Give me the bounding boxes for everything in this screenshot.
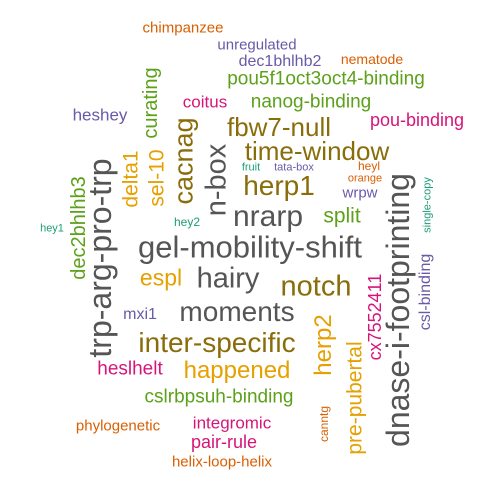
word-nematode: nematode [340, 51, 404, 67]
word-pou5f1oct3oct4-binding: pou5f1oct3oct4-binding [227, 68, 425, 90]
word-happened: happened [183, 357, 291, 384]
word-moments: moments [179, 296, 295, 327]
word-dec1bhlhb2: dec1bhlhb2 [238, 53, 322, 70]
word-hey1: hey1 [40, 222, 64, 235]
word-pou-binding: pou-binding [369, 110, 465, 130]
word-phylogenetic: phylogenetic [75, 417, 161, 435]
word-chimpanzee: chimpanzee [142, 19, 224, 37]
word-tata-box: tata-box [274, 161, 314, 174]
word-time-window: time-window [244, 136, 390, 166]
word-integromic: integromic [192, 413, 272, 433]
word-orange: orange [347, 172, 383, 185]
word-hey2: hey2 [173, 215, 201, 229]
word-fbw7-null: fbw7-null [226, 112, 332, 142]
word-split: split [323, 204, 361, 228]
word-heshey: heshey [72, 105, 128, 125]
word-coitus: coitus [182, 92, 228, 112]
word-inter-specific: inter-specific [138, 327, 296, 358]
word-helix-loop-helix: helix-loop-helix [171, 453, 273, 471]
word-cacnag: cacnag [168, 117, 199, 205]
word-single-copy: single-copy [421, 177, 434, 233]
word-curating: curating [140, 67, 162, 139]
word-trp-arg-pro-trp: trp-arg-pro-trp [82, 158, 118, 358]
word-herp2: herp2 [310, 314, 337, 376]
word-mxi1: mxi1 [123, 306, 157, 323]
word-espl: espl [139, 264, 183, 291]
word-n-box: n-box [200, 143, 233, 217]
word-sel-10: sel-10 [145, 149, 169, 207]
word-cslrbpsuh-binding: cslrbpsuh-binding [144, 386, 294, 408]
word-nanog-binding: nanog-binding [250, 91, 372, 113]
word-canntg: canntg [317, 405, 331, 443]
word-hairy: hairy [196, 262, 260, 295]
word-cx7552411: cx7552411 [365, 273, 385, 361]
word-pair-rule: pair-rule [190, 432, 258, 452]
word-dnase-i-footprinting: dnase-i-footprinting [380, 173, 416, 447]
word-heslhelt: heslhelt [97, 358, 163, 380]
word-csl-binding: csl-binding [417, 253, 434, 331]
word-notch: notch [280, 270, 352, 303]
word-herp1: herp1 [243, 170, 315, 201]
word-wrpw: wrpw [342, 184, 378, 202]
word-delta1: delta1 [119, 150, 143, 208]
word-nrarp: nrarp [232, 200, 304, 233]
word-heyl: heyl [357, 159, 381, 173]
word-gel-mobility-shift: gel-mobility-shift [138, 229, 362, 265]
word-pre-pubertal: pre-pubertal [343, 341, 367, 455]
word-fruit: fruit [241, 161, 261, 174]
word-unregulated: unregulated [217, 36, 297, 54]
